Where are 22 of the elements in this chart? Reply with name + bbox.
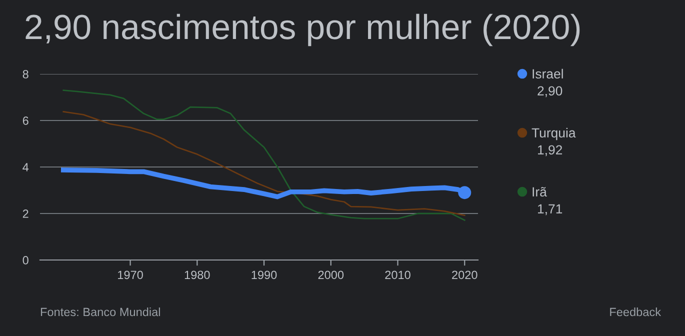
legend-label: Israel (532, 68, 563, 79)
x-tick-label: 2000 (318, 270, 344, 280)
x-tick-label: 1980 (184, 270, 210, 280)
x-tick-label: 1970 (118, 270, 143, 280)
x-tick-label: 2010 (385, 270, 410, 280)
text: Fontes: Banco Mundial (40, 307, 160, 316)
text: 1,71 (538, 204, 562, 216)
y-tick-label: 8 (22, 70, 28, 78)
chart-title: 2,90 nascimentos por mulher (2020) (26, 14, 580, 46)
text: Feedback (610, 307, 662, 316)
x-tick-label: 1990 (252, 270, 277, 280)
text: 1,92 (538, 145, 562, 156)
legend-label: Turquia (532, 128, 576, 140)
y-tick-label: 0 (22, 256, 28, 264)
text: 2,90 (538, 86, 562, 98)
line-series (62, 90, 466, 221)
y-tick-label: 4 (22, 163, 29, 172)
line-series (62, 110, 466, 216)
x-tick-label: 2020 (452, 270, 478, 280)
y-tick-label: 6 (22, 116, 28, 125)
y-tick-label: 2 (22, 210, 28, 218)
legend-label: Irã (532, 186, 547, 197)
